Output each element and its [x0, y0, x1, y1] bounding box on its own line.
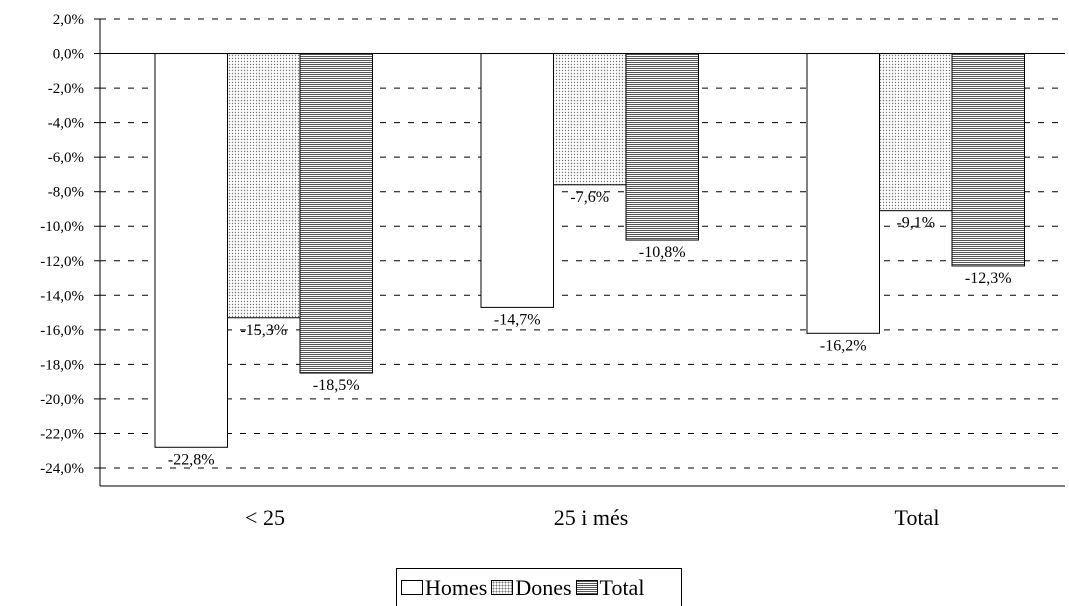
bar-total [625, 53, 699, 241]
y-tick-label: -18,0% [40, 357, 84, 373]
legend-swatch-homes [401, 580, 423, 595]
y-tick-label: -12,0% [40, 254, 84, 270]
y-tick-label: -8,0% [48, 185, 84, 201]
data-label-homes: -16,2% [820, 337, 867, 354]
legend-label-homes: Homes [425, 574, 488, 600]
legend-label-dones: Dones [515, 574, 572, 600]
legend-label-total: Total [599, 574, 645, 600]
bar-homes [806, 53, 880, 334]
y-tick-label: -20,0% [40, 392, 84, 408]
y-tick-label: -22,0% [40, 426, 84, 442]
bar-dones [553, 53, 627, 186]
y-tick-label: -6,0% [48, 150, 84, 166]
x-category-label: 25 i més [554, 505, 629, 530]
y-tick-label: 0,0% [53, 47, 84, 63]
data-label-total: -18,5% [313, 377, 360, 394]
y-tick-label: -14,0% [40, 288, 84, 304]
data-label-homes: -14,7% [494, 311, 541, 328]
legend: Homes Dones Total [396, 568, 682, 606]
bar-dones [227, 53, 301, 319]
data-label-total: -10,8% [639, 244, 686, 261]
x-category-label: Total [895, 505, 940, 530]
bar-dones [879, 53, 953, 212]
legend-item-homes: Homes [401, 575, 487, 601]
bar-homes [480, 53, 554, 308]
data-label-dones: -7,6% [570, 189, 609, 206]
bar-homes [154, 53, 228, 448]
data-label-total: -12,3% [965, 270, 1012, 287]
bar-chart: 2,0% 0,0% -2,0% -4,0% -6,0% -8,0% -10,0% -12,0%… [40, 12, 1065, 530]
y-tick-label: -10,0% [40, 219, 84, 235]
legend-swatch-total [575, 580, 598, 595]
data-label-dones: -15,3% [240, 322, 287, 339]
legend-item-total: Total [575, 574, 645, 601]
data-label-homes: -22,8% [168, 451, 215, 468]
y-tick-label: -4,0% [48, 116, 84, 132]
x-category-label: < 25 [245, 505, 285, 530]
legend-swatch-dones [491, 580, 514, 595]
legend-item-dones: Dones [491, 574, 572, 601]
y-tick-label: -2,0% [48, 81, 84, 97]
bar-total [951, 53, 1025, 267]
data-label-dones: -9,1% [896, 215, 935, 232]
y-tick-label: -16,0% [40, 323, 84, 339]
bar-total [299, 53, 373, 374]
y-tick-label: -24,0% [40, 461, 84, 477]
y-tick-label: 2,0% [53, 12, 84, 28]
